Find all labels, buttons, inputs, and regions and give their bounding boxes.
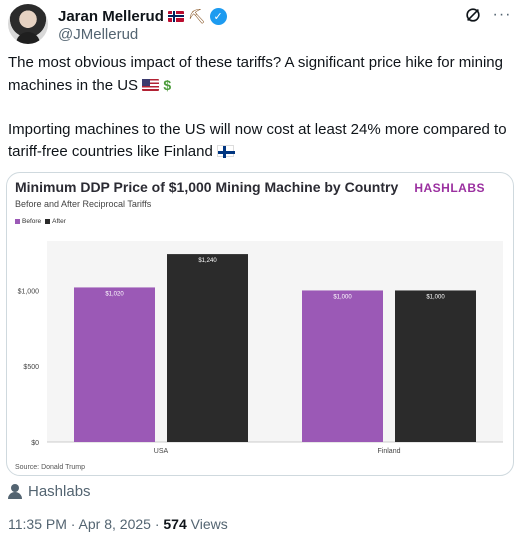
money-with-wings-icon: $ (163, 77, 172, 93)
us-flag-icon (142, 79, 160, 91)
legend-swatch-before (15, 219, 20, 224)
bar-chart: $0 $500 $1,000 $1,020 $1,240 USA $1,000 $1,000 F… (18, 241, 503, 455)
views-count: 574 (163, 516, 187, 532)
bar-after-finland (395, 290, 476, 442)
chart-subtitle: Before and After Reciprocal Tariffs (15, 199, 152, 209)
timestamp[interactable]: 11:35 PM · Apr 8, 2025 · (8, 516, 164, 532)
bar-before-finland (302, 290, 383, 442)
hashlabs-logo: HASHLABS (414, 181, 485, 195)
bar-after-usa (167, 254, 248, 442)
legend-label-before: Before (22, 218, 42, 225)
tweet-header: Jaran Mellerud ⛏ ✓ @JMellerud ··· (8, 4, 512, 44)
chart-source: Source: Donald Trump (15, 464, 86, 471)
finland-flag-icon (217, 145, 235, 158)
x-tick-label: Finland (378, 448, 401, 455)
views-label: Views (186, 516, 228, 532)
y-tick-label: $0 (31, 440, 39, 447)
data-label: $1,020 (105, 291, 124, 297)
legend-label-after: After (52, 218, 66, 225)
display-name[interactable]: Jaran Mellerud (58, 7, 164, 25)
data-label: $1,000 (426, 294, 445, 300)
data-label: $1,000 (333, 294, 352, 300)
tweet-line-1: The most obvious impact of these tariffs… (8, 54, 503, 94)
grok-icon[interactable] (464, 6, 482, 24)
x-tick-label: USA (154, 448, 169, 455)
attribution-label: Hashlabs (28, 483, 91, 500)
norway-flag-icon (167, 10, 184, 22)
author-handle[interactable]: @JMellerud (58, 26, 139, 43)
media-attribution[interactable]: Hashlabs (8, 483, 91, 500)
bar-before-usa (74, 287, 155, 442)
legend-item-after: After (45, 218, 66, 225)
tweet-meta: 11:35 PM · Apr 8, 2025 · 574 Views (8, 516, 228, 532)
chart-legend: Before After (15, 218, 66, 225)
chart-title: Minimum DDP Price of $1,000 Mining Machi… (15, 179, 399, 195)
avatar[interactable] (8, 4, 48, 44)
y-tick-label: $500 (23, 364, 39, 371)
person-icon (8, 484, 22, 499)
name-row: Jaran Mellerud ⛏ ✓ (58, 6, 227, 26)
tweet-text: The most obvious impact of these tariffs… (8, 52, 514, 163)
y-tick-label: $1,000 (18, 288, 40, 295)
media-image[interactable]: Minimum DDP Price of $1,000 Mining Machi… (6, 172, 514, 476)
data-label: $1,240 (198, 258, 217, 264)
tweet-line-2: Importing machines to the US will now co… (8, 121, 507, 160)
pickaxe-icon: ⛏ (187, 8, 206, 24)
legend-swatch-after (45, 219, 51, 224)
legend-item-before: Before (15, 218, 41, 225)
verified-badge-icon[interactable]: ✓ (209, 7, 227, 25)
more-icon[interactable]: ··· (492, 6, 512, 23)
